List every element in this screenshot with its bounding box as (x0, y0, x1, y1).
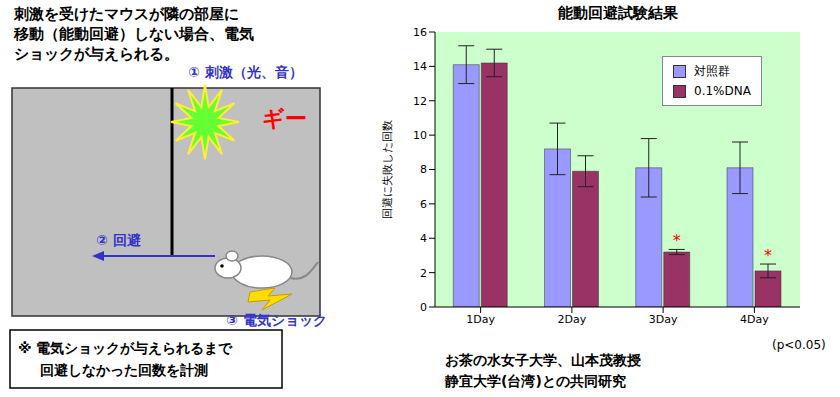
html-text:対照群: 対照群 (694, 64, 730, 78)
svg-text:*: * (673, 231, 681, 250)
svg-text:2Day: 2Day (558, 313, 587, 326)
svg-text:12: 12 (413, 95, 427, 108)
svg-text:10: 10 (413, 129, 427, 142)
svg-text:4: 4 (420, 232, 427, 245)
html-text:刺激を受けたマウスが隣の部屋に: 刺激を受けたマウスが隣の部屋に (14, 5, 239, 23)
svg-text:14: 14 (413, 60, 427, 73)
html-text:ショックが与えられる。: ショックが与えられる。 (14, 45, 179, 63)
html-text:能動回避試験結果: 能動回避試験結果 (557, 4, 678, 22)
html-text:② 回避: ② 回避 (96, 232, 141, 248)
html-text:(p<0.05): (p<0.05) (772, 338, 826, 352)
svg-text:0: 0 (420, 301, 427, 314)
html-text:③ 電気ショック: ③ 電気ショック (226, 312, 327, 328)
svg-text:16: 16 (413, 26, 427, 39)
svg-text:2: 2 (420, 267, 427, 280)
svg-text:3Day: 3Day (649, 313, 678, 326)
html-text:0.1%DNA: 0.1%DNA (694, 84, 751, 98)
html-text:※ 電気ショックが与えられるまで: ※ 電気ショックが与えられるまで (18, 340, 233, 356)
html-text:ギー: ギー (262, 106, 307, 131)
svg-text:回避に失敗した回数: 回避に失敗した回数 (381, 120, 394, 219)
html-text:回避しなかった回数を計測: 回避しなかった回数を計測 (40, 362, 208, 378)
html-text:お茶の水女子大学、山本茂教授: お茶の水女子大学、山本茂教授 (445, 352, 641, 368)
html-text:① 刺激（光、音）: ① 刺激（光、音） (188, 64, 303, 80)
svg-text:*: * (764, 246, 772, 265)
svg-text:4Day: 4Day (740, 313, 769, 326)
svg-text:6: 6 (420, 198, 427, 211)
svg-text:1Day: 1Day (466, 313, 495, 326)
svg-text:8: 8 (420, 163, 427, 176)
html-text:移動（能動回避）しない場合、電気: 移動（能動回避）しない場合、電気 (14, 25, 254, 43)
html-text:静宜大学(台湾)との共同研究: 静宜大学(台湾)との共同研究 (445, 373, 626, 389)
